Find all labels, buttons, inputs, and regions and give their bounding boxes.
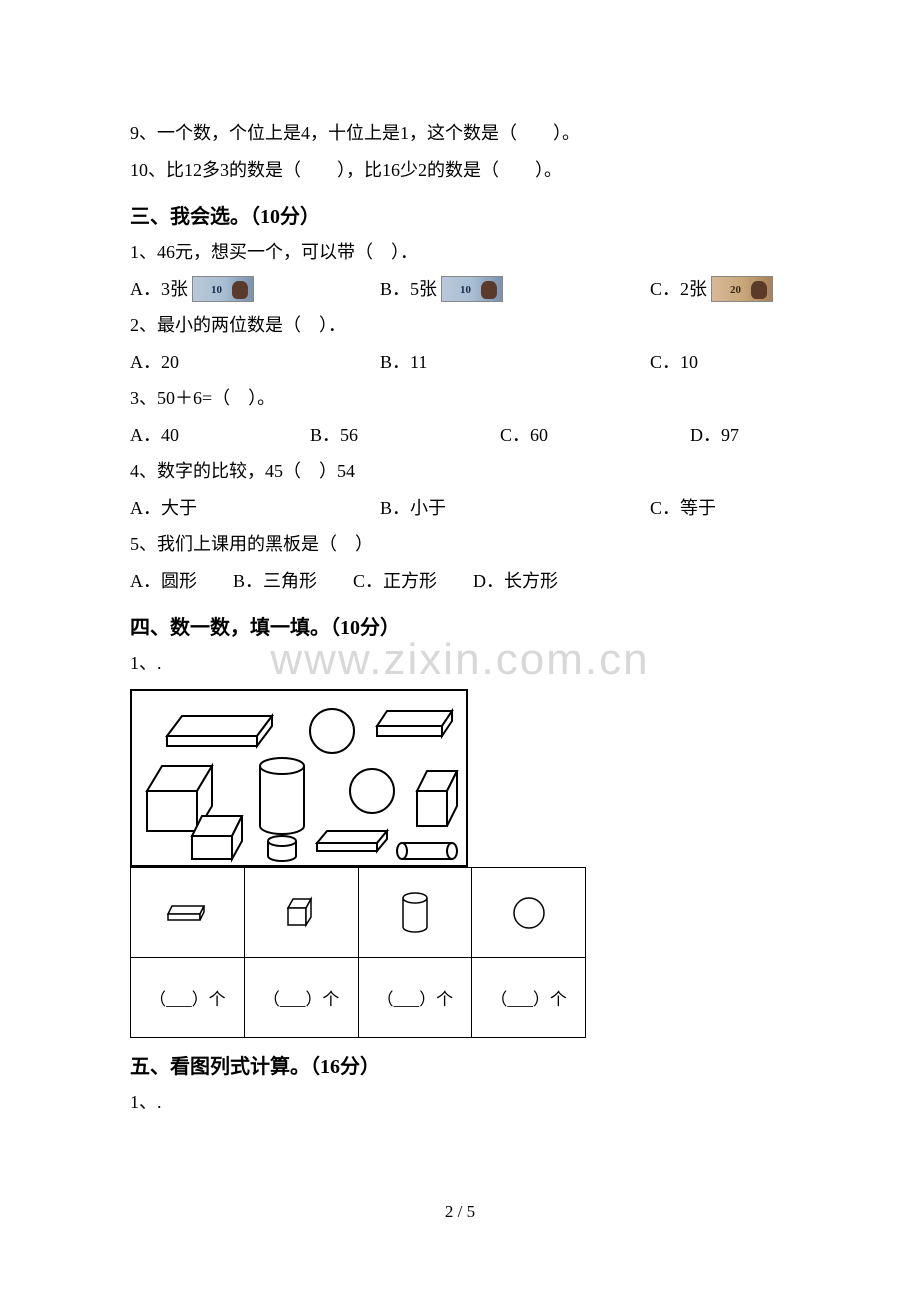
s3-q2-b: B．11 <box>380 344 650 380</box>
s3-q2-c: C．10 <box>650 344 790 380</box>
section3-heading: 三、我会选。（10分） <box>130 200 790 229</box>
sphere-icon-cell <box>472 868 586 958</box>
section4-heading: 四、数一数，填一填。（10分） <box>130 611 790 640</box>
s3-q1-b: B．5张 <box>380 271 650 307</box>
s4-q1: 1、. <box>130 645 790 681</box>
money-10-icon <box>192 276 254 302</box>
s3-q3-b: B．56 <box>310 417 500 453</box>
cylinder-icon-cell <box>358 868 472 958</box>
s3-q4-a: A．大于 <box>130 490 380 526</box>
sphere-count-cell: （___）个 <box>472 958 586 1038</box>
s3-q1-text: 1、46元，想买一个，可以带（ ）． <box>130 234 790 270</box>
cylinder-count-cell: （___）个 <box>358 958 472 1038</box>
money-20-icon <box>711 276 773 302</box>
cube-icon-cell <box>244 868 358 958</box>
cuboid-count-cell: （___）个 <box>131 958 245 1038</box>
page-number: 2 / 5 <box>445 1202 475 1222</box>
cuboid-icon-cell <box>131 868 245 958</box>
s3-q3-d: D．97 <box>690 417 790 453</box>
s3-q4-b: B．小于 <box>380 490 650 526</box>
s3-q3-text: 3、50＋6=（ ）。 <box>130 380 790 416</box>
s3-q1-a: A．3张 <box>130 271 380 307</box>
s3-q3-a: A．40 <box>130 417 310 453</box>
money-10-icon <box>441 276 503 302</box>
s3-q1-c: C．2张 <box>650 271 790 307</box>
fill-q9: 9、一个数，个位上是4，十位上是1，这个数是（ ）。 <box>130 115 790 151</box>
s3-q2-text: 2、最小的两位数是（ ）． <box>130 307 790 343</box>
cube-count-cell: （___）个 <box>244 958 358 1038</box>
s3-q5-text: 5、我们上课用的黑板是（ ） <box>130 526 790 562</box>
fill-q10: 10、比12多3的数是（ ），比16少2的数是（ ）。 <box>130 152 790 188</box>
s3-q2-a: A．20 <box>130 344 380 380</box>
s5-q1: 1、. <box>130 1084 790 1120</box>
section5-heading: 五、看图列式计算。（16分） <box>130 1050 790 1079</box>
s3-q4-c: C．等于 <box>650 490 790 526</box>
shapes-count-table: （___）个 （___）个 （___）个 （___）个 <box>130 867 586 1038</box>
s3-q4-text: 4、数字的比较，45（ ）54 <box>130 453 790 489</box>
s3-q3-c: C．60 <box>500 417 690 453</box>
s3-q5-opts: A．圆形 B．三角形 C．正方形 D．长方形 <box>130 563 790 599</box>
shapes-scene-image <box>130 689 468 867</box>
